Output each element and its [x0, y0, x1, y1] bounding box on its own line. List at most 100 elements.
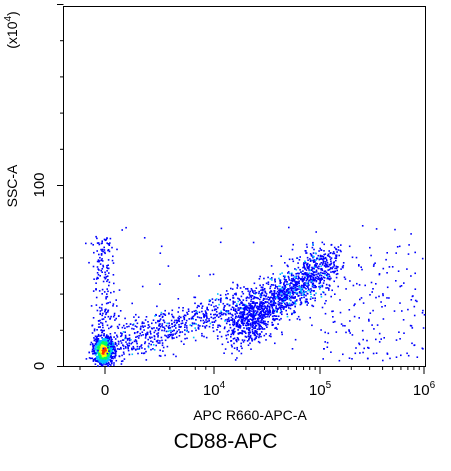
event-dot: [208, 320, 210, 322]
event-dot: [233, 321, 236, 324]
event-dot: [88, 357, 91, 359]
event-dot: [268, 335, 271, 337]
event-dot: [261, 288, 264, 291]
event-dot: [160, 245, 163, 248]
event-dot: [175, 322, 178, 324]
event-dot: [273, 315, 276, 317]
event-dot: [247, 315, 250, 317]
event-dot: [324, 253, 327, 255]
event-dot: [330, 277, 332, 280]
event-dot: [322, 261, 325, 263]
event-dot: [111, 341, 114, 343]
event-dot: [116, 348, 119, 350]
event-dot: [370, 254, 372, 257]
event-dot: [298, 282, 300, 285]
event-dot: [170, 331, 172, 334]
event-dot: [104, 336, 107, 339]
event-dot: [281, 290, 284, 293]
event-dot: [188, 318, 190, 320]
event-dot: [245, 316, 247, 319]
event-dot: [159, 342, 161, 344]
event-dot: [120, 334, 123, 337]
event-dot: [181, 320, 184, 322]
event-dot: [382, 294, 384, 297]
event-dot: [215, 298, 218, 300]
event-dot: [337, 285, 339, 288]
event-dot: [256, 297, 258, 299]
event-dot: [271, 307, 274, 309]
event-dot: [231, 306, 234, 308]
event-dot: [375, 296, 377, 299]
event-dot: [103, 246, 105, 249]
event-dot: [248, 339, 250, 341]
event-dot: [141, 331, 144, 333]
event-dot: [237, 339, 240, 341]
event-dot: [261, 286, 264, 289]
event-dot: [258, 327, 260, 329]
event-dot: [240, 345, 242, 348]
event-dot: [177, 317, 179, 319]
event-dot: [332, 252, 334, 255]
event-dot: [319, 277, 322, 280]
event-dot: [243, 308, 246, 311]
event-dot: [406, 352, 408, 355]
event-dot: [96, 309, 99, 312]
event-dot: [254, 304, 256, 306]
event-dot: [117, 340, 120, 343]
event-dot: [318, 267, 320, 270]
event-dot: [184, 326, 186, 328]
event-dot: [223, 305, 226, 307]
event-dot: [334, 293, 336, 295]
event-dot: [235, 292, 237, 295]
event-dot: [127, 347, 129, 350]
event-dot: [331, 310, 333, 313]
event-dot: [99, 275, 101, 277]
event-dot: [253, 321, 256, 324]
event-dot: [98, 260, 101, 262]
event-dot: [281, 313, 283, 316]
event-dot: [260, 316, 262, 318]
event-dot: [241, 291, 244, 293]
event-dot: [112, 357, 114, 360]
event-dot: [248, 336, 251, 338]
event-dot: [106, 270, 108, 272]
event-dot: [104, 363, 106, 366]
event-dot: [318, 257, 320, 260]
event-dot: [320, 267, 322, 270]
event-dot: [254, 313, 256, 315]
event-dot: [142, 334, 144, 336]
event-dot: [115, 343, 117, 345]
event-dot: [284, 275, 287, 278]
event-dot: [324, 273, 326, 276]
event-dot: [311, 267, 314, 270]
event-dot: [95, 345, 97, 348]
event-dot: [274, 309, 276, 311]
event-dot: [312, 241, 314, 244]
event-dot: [242, 323, 244, 325]
event-dot: [98, 355, 100, 357]
event-dot: [315, 262, 317, 265]
event-dot: [288, 307, 290, 309]
event-dot: [177, 298, 180, 300]
event-dot: [258, 323, 260, 326]
event-dot: [241, 320, 243, 323]
event-dot: [289, 304, 292, 307]
event-dot: [94, 348, 96, 351]
event-dot: [166, 322, 168, 325]
event-dot: [226, 330, 229, 333]
event-dot: [140, 334, 143, 337]
event-dot: [101, 352, 104, 355]
event-dot: [97, 326, 100, 328]
event-dot: [207, 309, 209, 311]
event-dot: [113, 314, 116, 316]
event-dot: [288, 304, 291, 306]
event-dot: [310, 293, 312, 295]
event-dot: [101, 343, 104, 345]
event-dot: [109, 318, 111, 320]
event-dot: [265, 282, 268, 285]
event-dot: [246, 321, 249, 324]
event-dot: [263, 288, 265, 291]
event-dot: [236, 323, 239, 326]
event-dot: [269, 303, 272, 306]
event-dot: [238, 309, 240, 311]
